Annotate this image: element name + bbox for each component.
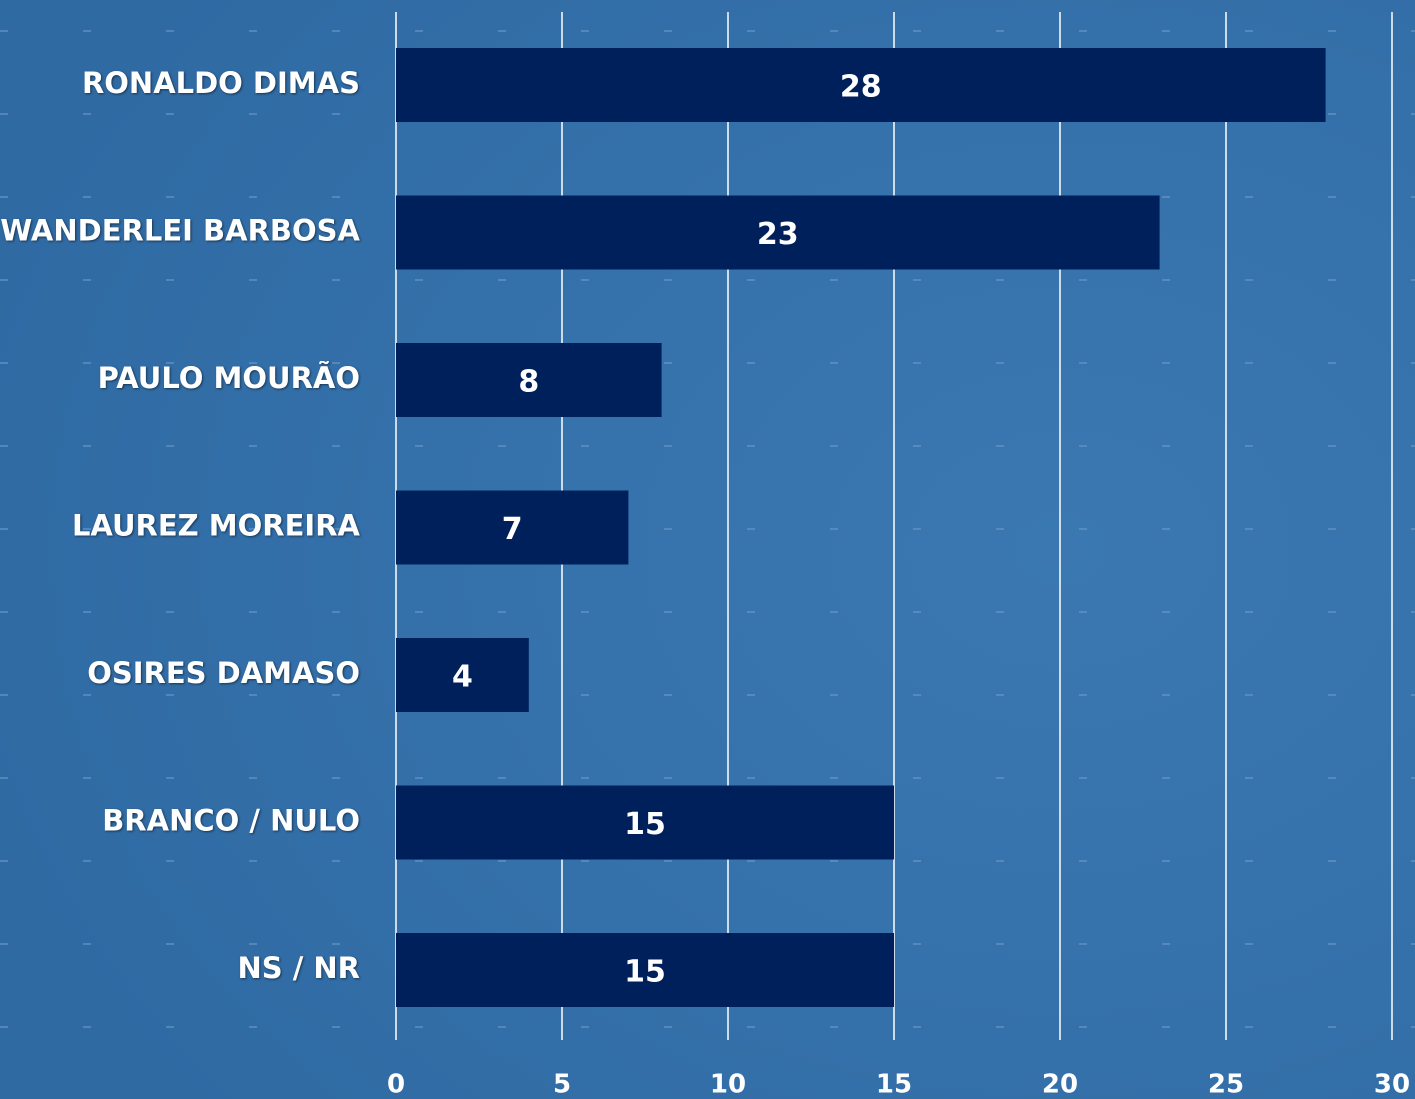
bar <box>396 48 1326 122</box>
bar <box>396 490 629 565</box>
category-label: BRANCO / NULO <box>102 804 360 838</box>
data-label: 15 <box>624 955 666 990</box>
category-label: WANDERLEI BARBOSA <box>0 214 360 248</box>
bar <box>396 933 894 1007</box>
data-label: 15 <box>624 807 666 842</box>
x-tick-label: 0 <box>387 1070 405 1099</box>
category-label: LAUREZ MOREIRA <box>72 509 361 543</box>
x-tick-label: 20 <box>1042 1070 1078 1099</box>
data-label: 4 <box>452 660 473 695</box>
data-label: 23 <box>757 217 799 252</box>
x-tick-label: 5 <box>553 1070 571 1099</box>
category-label: NS / NR <box>237 951 360 985</box>
data-label: 28 <box>840 70 882 105</box>
x-tick-label: 15 <box>876 1070 912 1099</box>
bar <box>396 195 1160 270</box>
x-tick-label: 10 <box>710 1070 746 1099</box>
category-label: PAULO MOURÃO <box>98 361 360 395</box>
x-tick-label: 30 <box>1374 1070 1410 1099</box>
data-label: 8 <box>518 365 539 400</box>
x-tick-label: 25 <box>1208 1070 1244 1099</box>
category-label: OSIRES DAMASO <box>87 656 360 690</box>
bar <box>396 343 662 417</box>
data-label: 7 <box>502 512 523 547</box>
category-label: RONALDO DIMAS <box>82 66 360 100</box>
bar <box>396 785 894 860</box>
bar <box>396 638 529 712</box>
